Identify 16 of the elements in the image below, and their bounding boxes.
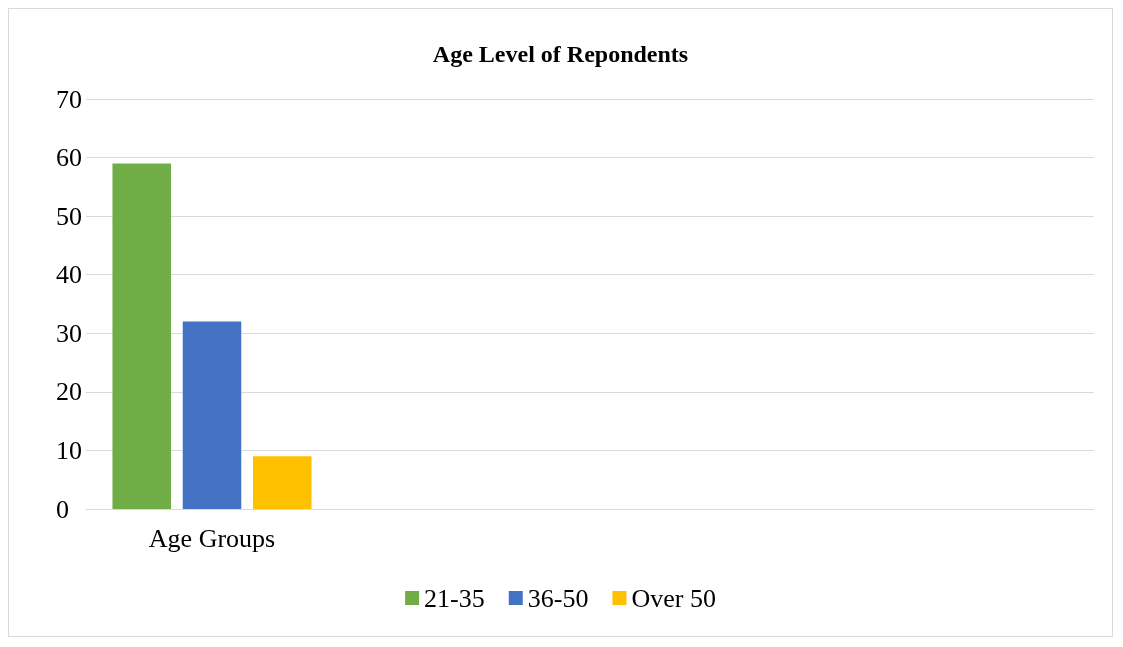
y-tick-label: 10 [56,435,82,465]
y-tick-label: 20 [56,377,82,407]
bar [252,456,312,509]
bar [112,163,172,509]
y-tick-label: 50 [56,201,82,231]
y-tick-label: 70 [56,84,82,114]
legend-label: 21-35 [424,583,485,613]
legend-label: Over 50 [631,583,716,613]
bar [182,321,242,509]
chart-title: Age Level of Repondents [432,41,689,67]
y-tick-label: 30 [56,318,82,348]
y-tick-label: 60 [56,143,82,173]
legend-label: 36-50 [527,583,589,613]
x-tick-label: Age Groups [148,523,276,553]
y-tick-label: 0 [56,494,69,524]
y-tick-label: 40 [56,260,82,290]
